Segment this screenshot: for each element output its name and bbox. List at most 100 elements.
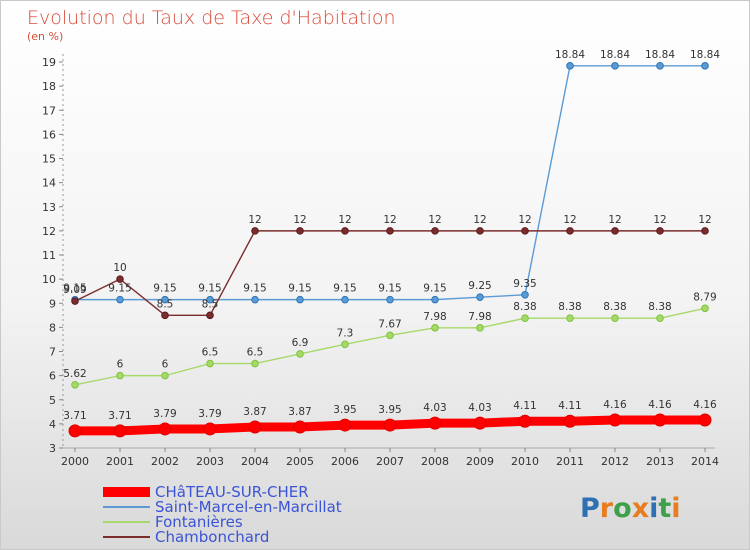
data-label-saint-marcel-en-marcillat: 9.15 [333,283,356,295]
data-label-fontani-res: 7.3 [337,327,354,339]
data-point-fontani-res [386,331,394,340]
data-label-ch-teau-sur-cher: 4.03 [468,402,491,414]
x-tick-label: 2004 [241,455,269,468]
y-tick-label: 17 [42,104,56,117]
data-point-chambonchard [656,227,664,235]
y-tick-label: 6 [49,370,56,383]
data-point-saint-marcel-en-marcillat [161,295,169,304]
data-point-fontani-res [251,359,259,368]
data-label-chambonchard: 12 [563,214,576,226]
series-lines [70,65,710,436]
svg-text:Proxiti: Proxiti [580,493,681,524]
data-label-saint-marcel-en-marcillat: 9.15 [288,283,311,295]
data-label-ch-teau-sur-cher: 3.79 [198,408,221,420]
data-label-chambonchard: 8.5 [202,298,219,310]
data-label-saint-marcel-en-marcillat: 9.15 [63,283,86,295]
data-point-fontani-res [341,340,349,349]
data-label-saint-marcel-en-marcillat: 9.15 [378,283,401,295]
data-label-chambonchard: 12 [293,214,306,226]
y-tick-label: 8 [49,321,56,334]
data-point-saint-marcel-en-marcillat [206,295,214,304]
x-tick-label: 2012 [601,455,629,468]
data-point-fontani-res [701,304,709,313]
x-tick-label: 2008 [421,455,449,468]
data-point-fontani-res [476,324,484,332]
data-point-fontani-res [296,350,304,358]
series-points [68,62,712,438]
data-point-ch-teau-sur-cher [113,424,127,438]
data-label-ch-teau-sur-cher: 3.71 [63,410,86,422]
x-tick-label: 2007 [376,455,404,468]
x-tick-label: 2014 [691,455,719,468]
data-label-fontani-res: 7.98 [423,311,446,323]
x-tick-label: 2003 [196,455,224,468]
data-point-saint-marcel-en-marcillat [476,293,484,302]
data-point-fontani-res [521,314,529,323]
data-point-fontani-res [161,371,169,380]
data-point-saint-marcel-en-marcillat [431,295,439,304]
x-tick-label: 2000 [61,455,89,468]
x-tick-label: 2005 [286,455,314,468]
data-point-fontani-res [431,324,439,332]
y-tick-label: 14 [42,177,56,190]
data-label-chambonchard: 12 [518,214,531,226]
data-label-fontani-res: 8.79 [693,291,716,303]
data-point-saint-marcel-en-marcillat [701,62,709,70]
data-point-saint-marcel-en-marcillat [611,62,619,70]
data-label-fontani-res: 5.62 [63,368,86,380]
data-point-fontani-res [71,380,79,389]
data-label-ch-teau-sur-cher: 3.87 [243,406,266,418]
data-point-ch-teau-sur-cher [68,424,82,438]
data-label-fontani-res: 7.98 [468,311,491,323]
data-label-saint-marcel-en-marcillat: 18.84 [645,49,675,61]
y-tick-label: 11 [42,249,56,262]
y-tick-label: 15 [42,153,56,166]
data-point-fontani-res [611,314,619,323]
data-label-ch-teau-sur-cher: 3.87 [288,406,311,418]
data-label-ch-teau-sur-cher: 3.79 [153,408,176,420]
data-point-ch-teau-sur-cher [158,422,172,436]
data-point-ch-teau-sur-cher [653,413,667,427]
data-label-ch-teau-sur-cher: 4.16 [693,399,717,411]
data-label-saint-marcel-en-marcillat: 18.84 [600,49,630,61]
data-label-ch-teau-sur-cher: 4.16 [603,399,627,411]
legend-label-fontani-res: Fontanières [155,513,243,531]
data-point-chambonchard [161,311,169,320]
data-label-fontani-res: 8.38 [513,301,536,313]
data-point-saint-marcel-en-marcillat [251,295,259,304]
data-label-saint-marcel-en-marcillat: 9.35 [513,278,536,290]
data-point-ch-teau-sur-cher [203,422,217,436]
data-point-saint-marcel-en-marcillat [116,295,124,304]
proxiti-logo: Proxiti [580,493,681,524]
data-point-fontani-res [566,314,574,323]
data-point-ch-teau-sur-cher [293,420,307,434]
data-label-ch-teau-sur-cher: 4.03 [423,402,446,414]
data-label-ch-teau-sur-cher: 4.11 [513,400,536,412]
data-label-fontani-res: 7.67 [378,318,401,330]
data-label-saint-marcel-en-marcillat: 9.15 [243,283,266,295]
data-point-chambonchard [206,311,214,320]
data-point-saint-marcel-en-marcillat [656,62,664,70]
data-label-saint-marcel-en-marcillat: 9.15 [108,283,131,295]
data-label-fontani-res: 6.5 [202,347,219,359]
data-label-ch-teau-sur-cher: 3.95 [378,404,401,416]
data-label-ch-teau-sur-cher: 3.95 [333,404,356,416]
data-label-chambonchard: 12 [383,214,396,226]
data-label-fontani-res: 8.38 [603,301,626,313]
data-label-fontani-res: 6.5 [247,347,264,359]
data-point-chambonchard [431,227,439,235]
data-label-chambonchard: 12 [608,214,621,226]
y-tick-label: 5 [49,394,56,407]
y-tick-label: 9 [49,297,56,310]
data-point-saint-marcel-en-marcillat [386,295,394,304]
data-point-ch-teau-sur-cher [338,418,352,432]
data-point-saint-marcel-en-marcillat [341,295,349,304]
data-label-fontani-res: 8.38 [558,301,581,313]
x-tick-label: 2006 [331,455,359,468]
data-point-fontani-res [206,359,214,368]
data-point-chambonchard [296,227,304,235]
data-point-ch-teau-sur-cher [248,420,262,434]
data-label-chambonchard: 12 [698,214,711,226]
data-point-fontani-res [656,314,664,323]
data-point-chambonchard [566,227,574,235]
